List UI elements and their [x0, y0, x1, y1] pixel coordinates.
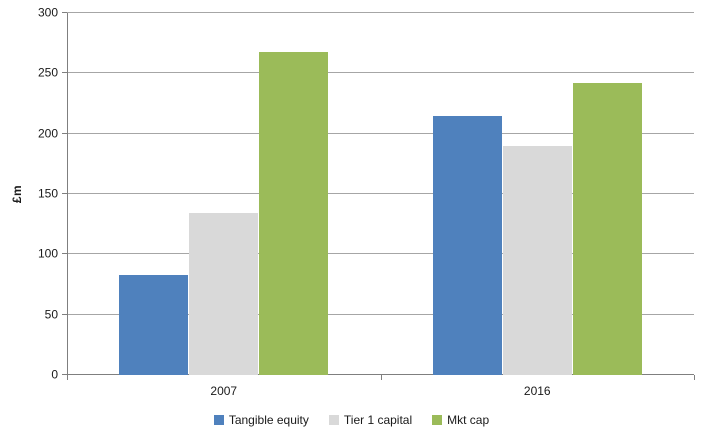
x-tick-2	[694, 375, 695, 380]
legend-item-tangible-equity: Tangible equity	[213, 413, 309, 427]
legend-label: Tangible equity	[228, 413, 309, 427]
y-axis-line	[67, 13, 68, 380]
y-tick-100	[62, 253, 67, 255]
y-tick-label: 100	[37, 246, 58, 261]
y-tick-0	[62, 374, 67, 375]
y-tick-250	[62, 72, 67, 74]
x-category-label-2007: 2007	[210, 384, 238, 398]
gridline-150	[67, 193, 694, 194]
gridline-100	[67, 253, 694, 255]
legend-item-mkt-cap: Mkt cap	[432, 413, 489, 427]
legend-item-tier-1-capital: Tier 1 capital	[328, 413, 413, 427]
bar-mkt-cap-2007	[259, 51, 329, 375]
y-tick-150	[62, 193, 67, 194]
bar-tier-1-capital-2016	[502, 145, 572, 375]
x-tick-1	[380, 375, 382, 380]
bar-tangible-equity-2016	[432, 115, 502, 375]
legend-swatch-tangible-equity	[213, 415, 224, 425]
y-tick-200	[62, 132, 67, 134]
y-tick-50	[62, 313, 67, 315]
plot-area	[62, 12, 695, 380]
gridline-200	[67, 132, 694, 134]
gridline-300	[67, 12, 694, 13]
y-tick-label: 0	[51, 367, 58, 382]
legend-swatch-tier-1-capital	[328, 415, 339, 425]
y-tick-label: 150	[37, 186, 58, 201]
x-axis-line	[67, 374, 694, 375]
legend-label: Tier 1 capital	[343, 413, 413, 427]
bar-tier-1-capital-2007	[189, 213, 259, 375]
y-tick-label: 200	[37, 126, 58, 141]
gridline-250	[67, 72, 694, 74]
x-axis-labels: 2007 2016	[67, 384, 694, 400]
y-tick-label: 50	[44, 307, 58, 322]
y-tick-label: 300	[37, 5, 58, 20]
y-axis-labels: 0 50 100 150 200 250 300	[0, 6, 58, 381]
gridline-50	[67, 313, 694, 315]
legend-label: Mkt cap	[447, 413, 490, 427]
bar-mkt-cap-2016	[572, 83, 642, 375]
x-category-label-2016: 2016	[523, 384, 551, 398]
bar-tangible-equity-2007	[119, 274, 189, 375]
y-tick-label: 250	[37, 65, 58, 80]
y-tick-300	[62, 12, 67, 13]
legend-swatch-mkt-cap	[432, 415, 443, 425]
legend: Tangible equity Tier 1 capital Mkt cap	[0, 413, 703, 427]
x-tick-0	[67, 375, 68, 380]
